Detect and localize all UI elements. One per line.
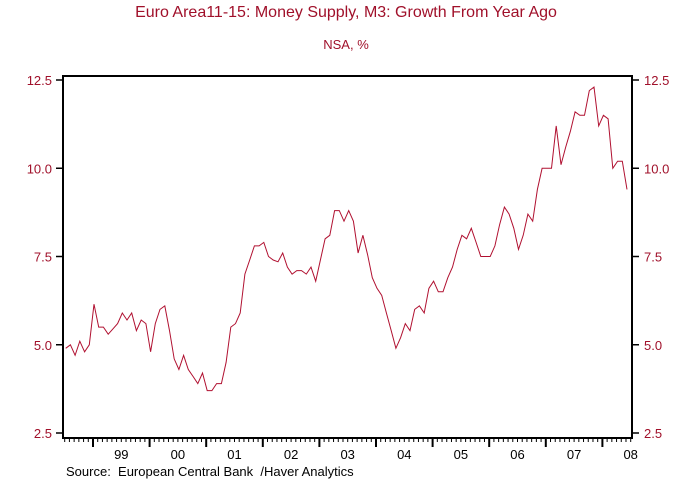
x-tick-label: 99 — [114, 447, 128, 462]
x-tick-label: 07 — [567, 447, 581, 462]
series-line — [65, 86, 628, 392]
x-tick-label: 08 — [623, 447, 637, 462]
y-axes: 2.5 2.5 5.0 5.0 7.5 7.5 10.0 10.0 12.5 12.5 — [27, 73, 670, 441]
x-tick-label: 01 — [227, 447, 241, 462]
x-tick-label: 02 — [284, 447, 298, 462]
y-tick-label-right: 10.0 — [644, 161, 669, 176]
y-tick-label-left: 2.5 — [34, 426, 52, 441]
y-tick-label-right: 2.5 — [644, 426, 662, 441]
x-tick-label: 04 — [397, 447, 411, 462]
series-layer — [65, 86, 628, 392]
plot-frame — [62, 75, 633, 439]
x-tick-label: 03 — [340, 447, 354, 462]
x-tick-label: 06 — [510, 447, 524, 462]
y-tick-label-left: 10.0 — [27, 161, 52, 176]
y-tick-label-left: 12.5 — [27, 73, 52, 88]
chart-subtitle: NSA, % — [323, 37, 369, 52]
chart-title: Euro Area11-15: Money Supply, M3: Growth… — [135, 4, 557, 21]
y-tick-label-left: 7.5 — [34, 250, 52, 265]
y-tick-label-right: 12.5 — [644, 73, 669, 88]
x-axis: 99 00 01 02 03 04 05 06 07 08 — [64, 438, 638, 462]
y-tick-label-right: 5.0 — [644, 338, 662, 353]
x-tick-label: 00 — [171, 447, 185, 462]
y-tick-label-left: 5.0 — [34, 338, 52, 353]
y-tick-label-right: 7.5 — [644, 250, 662, 265]
source-note: Source: European Central Bank /Haver Ana… — [66, 464, 354, 479]
x-tick-label: 05 — [454, 447, 468, 462]
